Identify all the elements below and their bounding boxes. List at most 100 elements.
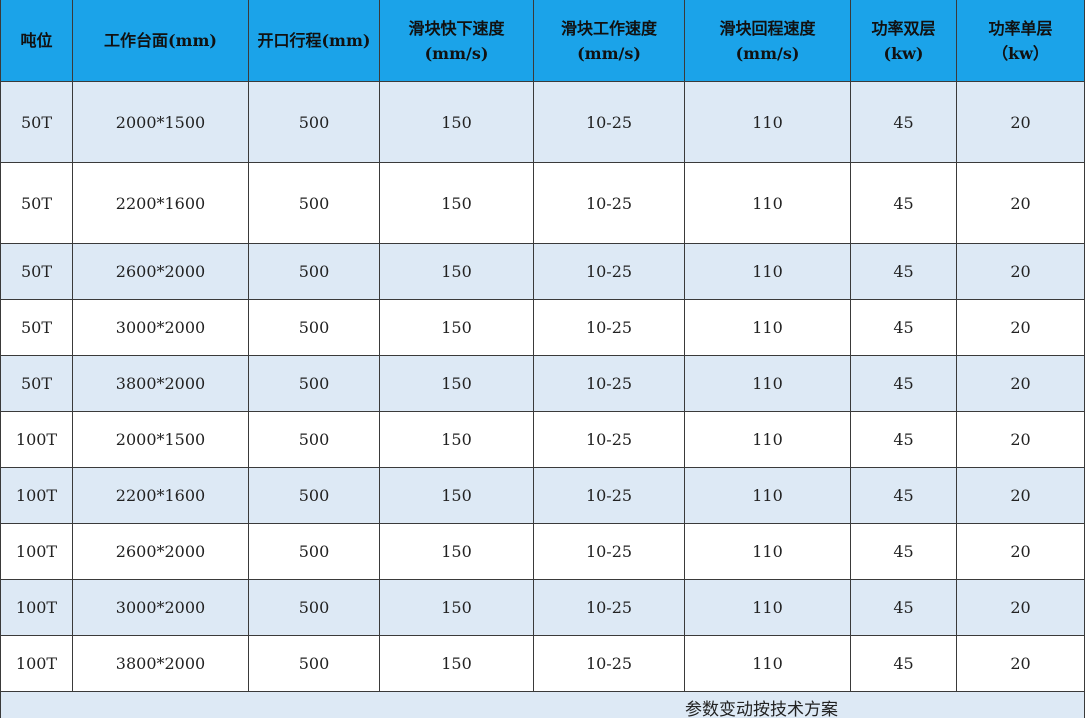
table-cell: 500 [249, 82, 380, 163]
header-cell: 工作台面(mm) [73, 0, 249, 82]
table-cell: 100T [0, 468, 73, 524]
header-text: 开口行程(mm) [257, 31, 371, 50]
table-cell: 20 [957, 580, 1085, 636]
table-cell: 20 [957, 468, 1085, 524]
header-cell: 滑块工作速度 (mm/s) [534, 0, 685, 82]
header-cell: 开口行程(mm) [249, 0, 380, 82]
table-cell: 500 [249, 244, 380, 300]
table-cell: 20 [957, 163, 1085, 244]
table-cell: 110 [685, 163, 851, 244]
table-cell: 500 [249, 468, 380, 524]
header-text: (mm/s) [577, 43, 641, 63]
table-cell: 10-25 [534, 356, 685, 412]
table-cell: 500 [249, 524, 380, 580]
table-cell: 150 [380, 163, 534, 244]
header-text: 滑块快下速度 [408, 18, 505, 38]
table-cell: 45 [851, 163, 957, 244]
header-text: (kw) [883, 43, 924, 63]
table-cell: 110 [685, 300, 851, 356]
table-cell: 45 [851, 356, 957, 412]
table-cell: 2600*2000 [73, 524, 249, 580]
table-cell: 10-25 [534, 636, 685, 692]
table-cell: 50T [0, 163, 73, 244]
table-cell: 10-25 [534, 82, 685, 163]
table-cell: 10-25 [534, 524, 685, 580]
table-cell: 2200*1600 [73, 163, 249, 244]
table-cell: 150 [380, 412, 534, 468]
table-cell: 10-25 [534, 580, 685, 636]
table-cell: 20 [957, 412, 1085, 468]
table-cell: 100T [0, 580, 73, 636]
table-cell: 2000*1500 [73, 412, 249, 468]
header-cell: 滑块回程速度 (mm/s) [685, 0, 851, 82]
table-cell: 3000*2000 [73, 300, 249, 356]
table-cell: 500 [249, 356, 380, 412]
table-cell: 45 [851, 636, 957, 692]
table-cell: 2600*2000 [73, 244, 249, 300]
table-cell: 110 [685, 82, 851, 163]
table-cell: 10-25 [534, 300, 685, 356]
table-cell: 150 [380, 636, 534, 692]
table-cell: 150 [380, 82, 534, 163]
table-cell: 20 [957, 524, 1085, 580]
table-cell: 150 [380, 300, 534, 356]
header-text: 滑块回程速度 [719, 18, 816, 38]
table-cell: 500 [249, 580, 380, 636]
table-cell: 110 [685, 412, 851, 468]
header-text: （kw） [992, 43, 1049, 63]
table-cell: 50T [0, 356, 73, 412]
table-cell: 2200*1600 [73, 468, 249, 524]
table-cell: 150 [380, 468, 534, 524]
header-text: 工作台面(mm) [103, 31, 217, 50]
header-cell: 功率双层 (kw) [851, 0, 957, 82]
table-cell: 500 [249, 300, 380, 356]
header-cell: 吨位 [0, 0, 73, 82]
table-cell: 150 [380, 524, 534, 580]
header-text: 滑块工作速度 [560, 18, 657, 38]
table-cell: 100T [0, 636, 73, 692]
table-cell: 2000*1500 [73, 82, 249, 163]
table-cell: 500 [249, 163, 380, 244]
footer-row: 参数变动按技术方案 [0, 692, 1085, 720]
header-text: 功率单层 [988, 18, 1053, 38]
table-cell: 45 [851, 524, 957, 580]
header-text: (mm/s) [735, 43, 800, 63]
table-cell: 10-25 [534, 412, 685, 468]
table-cell: 20 [957, 244, 1085, 300]
table-cell: 20 [957, 636, 1085, 692]
table-cell: 20 [957, 356, 1085, 412]
table-cell: 10-25 [534, 163, 685, 244]
table-cell: 45 [851, 82, 957, 163]
table-cell: 20 [957, 82, 1085, 163]
header-text: 吨位 [20, 31, 53, 50]
table-cell: 45 [851, 244, 957, 300]
header-text: 功率双层 [871, 18, 936, 38]
table-cell: 50T [0, 244, 73, 300]
table-cell: 110 [685, 636, 851, 692]
table-cell: 110 [685, 244, 851, 300]
table-cell: 100T [0, 412, 73, 468]
header-cell: 功率单层 （kw） [957, 0, 1085, 82]
table-cell: 50T [0, 82, 73, 163]
table-cell: 110 [685, 356, 851, 412]
table-cell: 3800*2000 [73, 636, 249, 692]
table-cell: 45 [851, 412, 957, 468]
table-cell: 110 [685, 468, 851, 524]
table-cell: 10-25 [534, 468, 685, 524]
table-cell: 150 [380, 244, 534, 300]
table-cell: 20 [957, 300, 1085, 356]
table-cell: 500 [249, 636, 380, 692]
table-cell: 100T [0, 524, 73, 580]
table-cell: 150 [380, 580, 534, 636]
table-cell: 45 [851, 300, 957, 356]
table-cell: 10-25 [534, 244, 685, 300]
table-cell: 500 [249, 412, 380, 468]
footer-note: 参数变动按技术方案 [685, 700, 838, 720]
header-cell: 滑块快下速度 (mm/s) [380, 0, 534, 82]
table-cell: 45 [851, 580, 957, 636]
table-cell: 3000*2000 [73, 580, 249, 636]
table-cell: 110 [685, 524, 851, 580]
table-cell: 45 [851, 468, 957, 524]
table-cell: 50T [0, 300, 73, 356]
